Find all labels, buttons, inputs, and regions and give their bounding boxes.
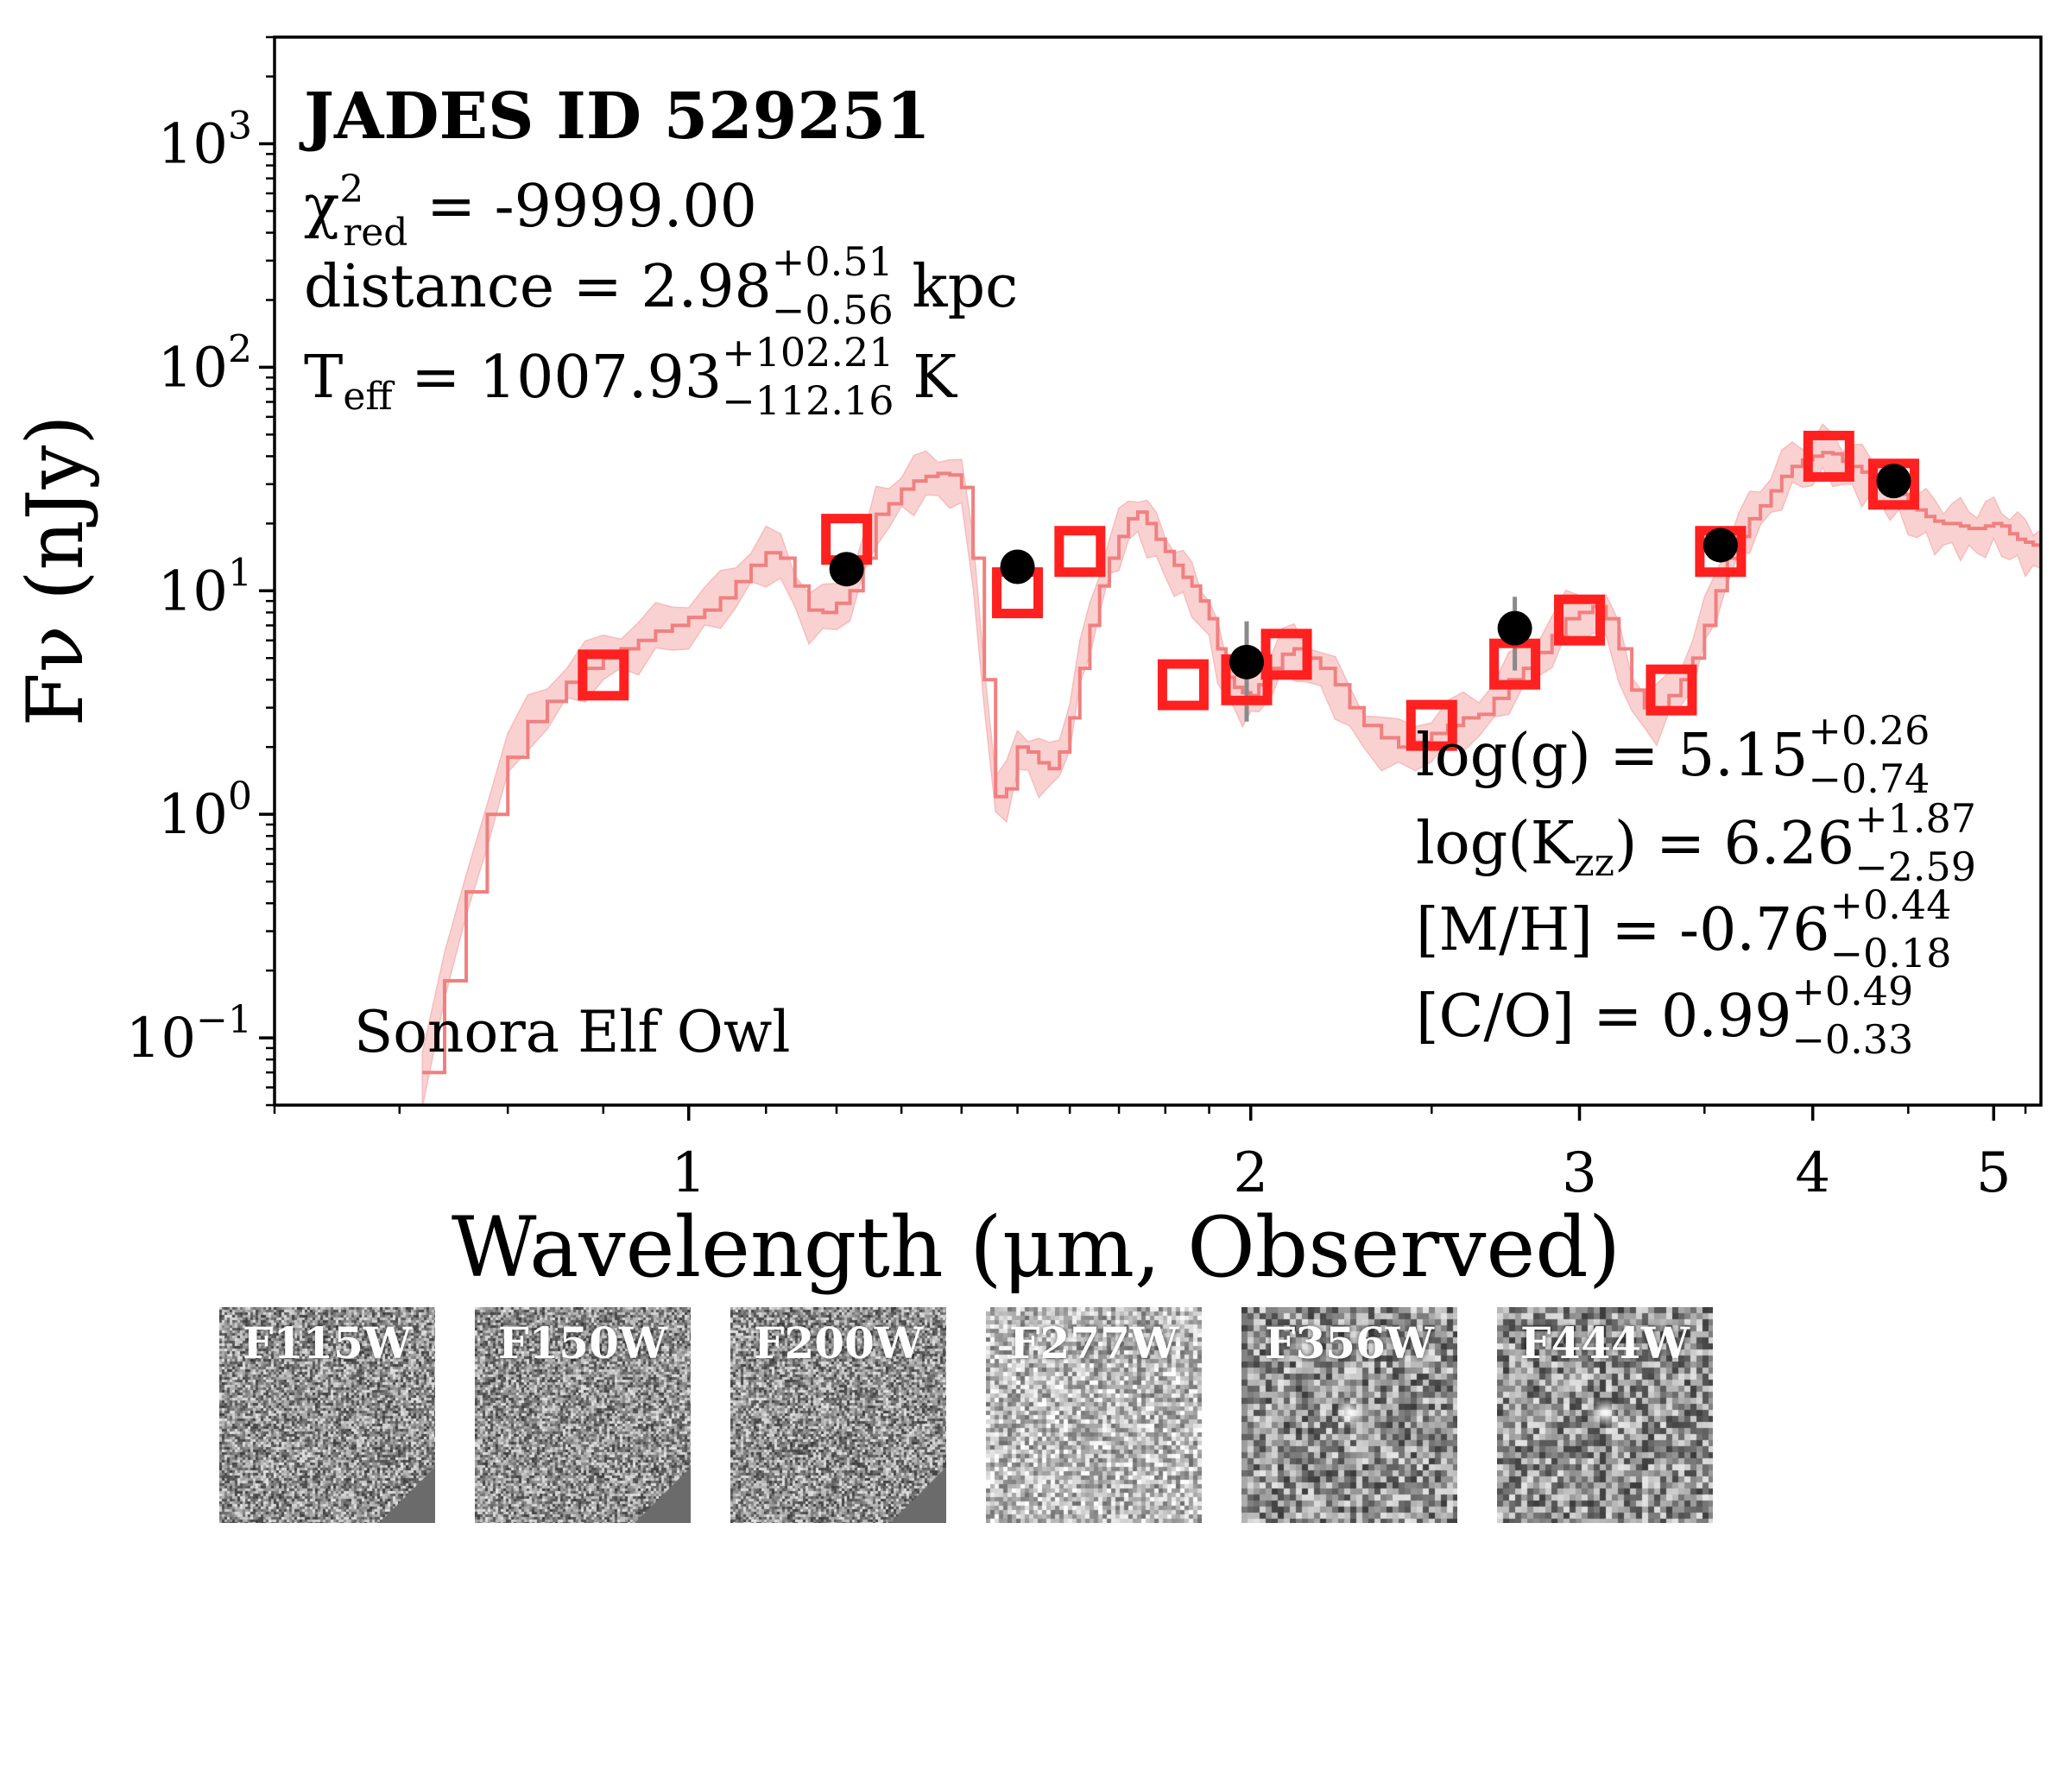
observed-photometry-points [829, 464, 1911, 679]
model-photometry-square [1646, 664, 1697, 716]
observed-photometry-point [829, 552, 864, 587]
cutout-f115w: F115W [219, 1307, 435, 1523]
logg-annotation: log(g) = 5.15+0.26 −0.74 [1416, 707, 1930, 802]
y-axis-label: Fν (nJy) [10, 415, 101, 727]
chart-title: JADES ID 529251 [299, 79, 931, 154]
axis-ticks: 1 2 3 4 5 10−1 100 101 102 103 [126, 35, 2027, 1205]
x-tick-label: 2 [1233, 1141, 1268, 1205]
cutout-image [986, 1307, 1202, 1523]
cutout-f277w: F277W [986, 1307, 1202, 1523]
chi2-annotation: χ2 red = -9999.00 [304, 167, 757, 255]
y-tick-label: 101 [158, 551, 252, 623]
cutout-image [1497, 1307, 1713, 1523]
model-photometry-square [1803, 430, 1854, 482]
cutout-f356w: F356W [1241, 1307, 1457, 1523]
x-tick-label: 5 [1976, 1141, 2012, 1205]
model-photometry-squares [578, 430, 1919, 751]
observed-photometry-point [1876, 464, 1911, 499]
observed-photometry-point [1702, 528, 1738, 563]
model-spectrum-band [421, 423, 2041, 1105]
x-tick-label: 4 [1795, 1141, 1830, 1205]
plot-area [421, 423, 2041, 1105]
x-tick-label: 3 [1562, 1141, 1597, 1205]
model-photometry-square [1157, 659, 1209, 711]
cutout-image [219, 1307, 435, 1523]
model-name-label: Sonora Elf Owl [354, 999, 790, 1065]
y-tick-label: 10−1 [126, 998, 252, 1071]
cutout-image [1241, 1307, 1457, 1523]
x-axis-label: Wavelength (μm, Observed) [452, 1199, 1620, 1296]
metallicity-annotation: [M/H] = -0.76+0.44 −0.18 [1416, 882, 1951, 976]
cutout-label: F277W [1008, 1318, 1179, 1368]
co-ratio-annotation: [C/O] = 0.99+0.49 −0.33 [1416, 968, 1913, 1063]
observed-photometry-point [1229, 644, 1265, 679]
cutout-label: F200W [753, 1318, 924, 1368]
model-photometry-square [1406, 699, 1457, 751]
observed-photometry-point [1497, 610, 1532, 646]
model-photometry-square [1867, 458, 1919, 510]
model-photometry-square [1054, 526, 1106, 578]
y-tick-label: 100 [158, 774, 252, 847]
cutout-f150w: F150W [475, 1307, 691, 1523]
y-tick-label: 103 [158, 104, 252, 177]
model-photometry-square [578, 649, 629, 701]
observed-photometry-point [1000, 549, 1035, 585]
cutout-image [475, 1307, 691, 1523]
cutout-label: F115W [242, 1318, 413, 1368]
axes-frame [273, 35, 2043, 1107]
distance-annotation: distance = 2.98+0.51 −0.56 kpc [304, 238, 1018, 333]
teff-annotation: Teff = 1007.93+102.21 −112.16 K [304, 329, 957, 424]
model-photometry-square [1554, 594, 1606, 646]
x-tick-label: 1 [671, 1141, 706, 1205]
error-bars [844, 475, 1896, 722]
cutout-label: F150W [497, 1318, 668, 1368]
cutout-image [730, 1307, 946, 1523]
logkzz-annotation: log(Kzz) = 6.26+1.87 −2.59 [1416, 795, 1976, 890]
y-tick-label: 102 [158, 327, 252, 400]
cutout-label: F444W [1519, 1318, 1690, 1368]
cutout-label: F356W [1264, 1318, 1435, 1368]
model-photometry-square [1260, 629, 1312, 680]
cutout-f200w: F200W [730, 1307, 946, 1523]
cutout-f444w: F444W [1497, 1307, 1713, 1523]
